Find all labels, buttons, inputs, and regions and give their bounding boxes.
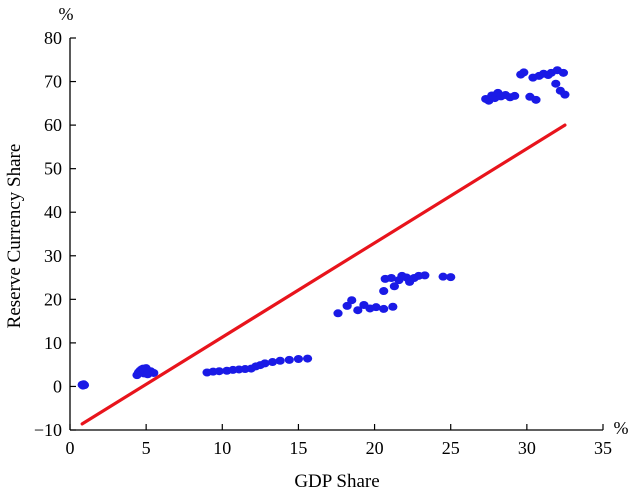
axes: [69, 38, 603, 431]
y-tick-label: −10: [34, 420, 62, 440]
data-point: [79, 381, 90, 390]
y-unit-label: %: [59, 4, 74, 24]
y-tick-label: 40: [44, 202, 62, 222]
data-point: [510, 91, 520, 100]
data-point: [284, 355, 294, 364]
data-point: [267, 358, 278, 367]
data-point: [438, 272, 448, 281]
x-tick-label: 30: [518, 438, 536, 458]
regression-line: [80, 123, 567, 426]
data-point: [214, 367, 224, 376]
data-point: [293, 355, 304, 364]
data-point: [519, 68, 529, 77]
data-point: [379, 287, 389, 296]
x-tick-label: 5: [142, 438, 151, 458]
data-point: [353, 306, 363, 315]
trend-line-group: [80, 123, 567, 426]
data-point: [388, 302, 398, 311]
y-tick-label: 70: [44, 72, 62, 92]
y-tick-label: 0: [53, 376, 62, 396]
y-tick-label: 60: [44, 115, 62, 135]
data-point: [302, 354, 313, 363]
x-tick-label: 0: [66, 438, 75, 458]
x-tick-label: 15: [289, 438, 307, 458]
x-tick-label: 25: [442, 438, 460, 458]
data-point: [371, 303, 381, 312]
data-point: [342, 301, 352, 310]
y-tick-label: 50: [44, 159, 62, 179]
x-tick-label: 10: [213, 438, 231, 458]
data-point: [446, 273, 456, 282]
data-points: [77, 66, 570, 390]
data-point: [386, 273, 396, 282]
data-point: [531, 95, 541, 104]
x-unit-label: %: [614, 418, 629, 438]
y-tick-label: 10: [44, 333, 62, 353]
x-axis-title: GDP Share: [294, 471, 379, 492]
x-tick-label: 20: [366, 438, 384, 458]
y-tick-label: 30: [44, 246, 62, 266]
y-axis-title: Reserve Currency Share: [4, 144, 25, 329]
data-point: [333, 309, 343, 318]
data-point: [551, 79, 561, 88]
data-point: [275, 356, 285, 365]
data-point: [347, 296, 357, 305]
y-tick-label: 20: [44, 289, 62, 309]
data-point: [379, 304, 389, 313]
data-point: [389, 282, 399, 291]
data-point: [420, 271, 430, 280]
x-tick-label: 35: [594, 438, 612, 458]
data-point: [260, 359, 270, 368]
data-point: [149, 368, 159, 377]
data-point: [558, 68, 569, 77]
data-point: [560, 90, 570, 99]
y-tick-label: 80: [44, 28, 62, 48]
